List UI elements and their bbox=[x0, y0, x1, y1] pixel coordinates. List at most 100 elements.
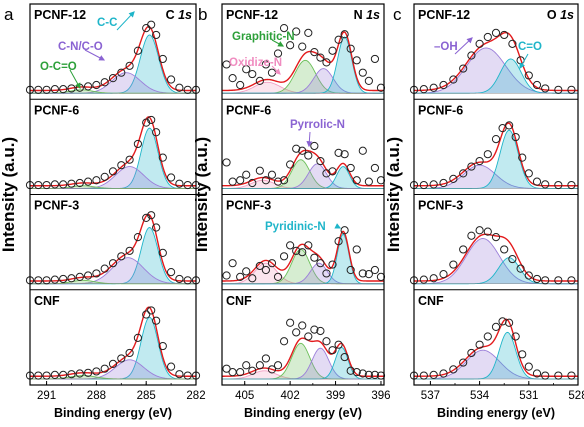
data-point-c-3-6 bbox=[467, 348, 476, 358]
envelope-c-1 bbox=[414, 122, 578, 187]
component-fill-b-0-0 bbox=[222, 82, 384, 94]
data-point-c-3-7 bbox=[475, 340, 484, 349]
component-fill-c-3-1 bbox=[414, 332, 578, 379]
panel-letter-c: c bbox=[393, 5, 402, 24]
panel-title-c: O 1s bbox=[547, 8, 574, 22]
data-point-b-0-10 bbox=[286, 41, 295, 50]
data-point-c-3-8 bbox=[483, 332, 492, 341]
data-point-b-3-21 bbox=[352, 368, 361, 377]
data-point-c-0-17 bbox=[567, 85, 576, 94]
data-point-b-2-19 bbox=[340, 226, 349, 235]
data-point-b-2-9 bbox=[279, 252, 289, 261]
data-point-b-0-7 bbox=[267, 68, 277, 77]
data-point-a-1-14 bbox=[142, 118, 151, 127]
data-point-a-0-19 bbox=[175, 83, 184, 92]
data-point-c-1-9 bbox=[491, 135, 501, 144]
data-point-b-1-4 bbox=[248, 178, 257, 188]
sample-a-PCNF-3: PCNF-3 bbox=[25, 199, 201, 291]
x-tick-label-b-0: 405 bbox=[235, 390, 254, 402]
x-axis-label-c: Binding energy (eV) bbox=[437, 406, 555, 420]
sample-label-b-0: PCNF-12 bbox=[226, 8, 278, 22]
data-point-c-3-9 bbox=[491, 322, 501, 331]
data-point-c-2-3 bbox=[439, 270, 448, 279]
annotation-c-0-0: –OH bbox=[434, 41, 458, 53]
data-point-b-2-10 bbox=[286, 241, 295, 250]
data-point-a-2-16 bbox=[152, 223, 161, 232]
data-point-c-2-4 bbox=[449, 260, 458, 269]
annotation-a-0-1: C-N/C-O bbox=[58, 41, 103, 53]
data-point-a-3-7 bbox=[84, 368, 93, 377]
data-point-a-2-11 bbox=[117, 252, 126, 261]
sample-label-c-0: PCNF-12 bbox=[418, 8, 470, 22]
data-point-a-2-4 bbox=[59, 274, 68, 284]
data-point-b-0-2 bbox=[236, 80, 245, 90]
sample-c-PCNF-6: PCNF-6 bbox=[409, 103, 578, 195]
sample-c-CNF: CNF bbox=[409, 294, 578, 380]
data-point-b-1-21 bbox=[352, 176, 361, 185]
data-point-b-2-17 bbox=[328, 260, 337, 269]
data-point-a-1-1 bbox=[34, 180, 43, 190]
data-point-b-0-20 bbox=[346, 44, 355, 53]
data-point-b-1-17 bbox=[328, 167, 337, 176]
data-point-b-2-16 bbox=[322, 269, 331, 278]
data-point-b-3-10 bbox=[286, 318, 295, 327]
component-fill-a-2-2 bbox=[30, 280, 196, 284]
annotation-arrow-b-2-0 bbox=[334, 223, 342, 229]
data-point-c-3-18 bbox=[567, 371, 576, 380]
data-point-b-0-15 bbox=[316, 53, 325, 62]
x-tick-label-b-3: 396 bbox=[371, 390, 390, 402]
data-point-a-0-18 bbox=[167, 75, 176, 84]
y-axis-label-c: Intensity (a.u.) bbox=[384, 137, 403, 252]
data-point-c-1-12 bbox=[511, 132, 520, 142]
data-point-a-0-17 bbox=[158, 54, 167, 64]
data-point-c-1-6 bbox=[467, 162, 476, 171]
data-point-b-0-0 bbox=[222, 60, 231, 69]
data-point-b-2-8 bbox=[273, 272, 283, 281]
data-point-b-3-3 bbox=[242, 361, 251, 370]
component-fill-a-3-0 bbox=[30, 317, 196, 379]
data-point-b-3-19 bbox=[340, 352, 349, 362]
data-point-a-3-11 bbox=[117, 354, 126, 363]
data-point-b-2-24 bbox=[370, 265, 380, 275]
data-point-c-2-11 bbox=[508, 254, 517, 264]
data-point-a-3-15 bbox=[147, 306, 156, 315]
data-point-b-0-19 bbox=[340, 30, 349, 39]
data-point-b-2-18 bbox=[334, 237, 343, 246]
component-fill-a-2-1 bbox=[30, 257, 196, 284]
data-point-b-2-3 bbox=[242, 267, 251, 276]
data-point-a-0-15 bbox=[147, 20, 156, 29]
sample-label-c-2: PCNF-3 bbox=[418, 199, 463, 213]
data-point-c-0-6 bbox=[467, 51, 476, 60]
data-point-c-3-17 bbox=[554, 371, 563, 380]
data-point-a-3-16 bbox=[152, 316, 161, 325]
data-point-c-0-8 bbox=[483, 32, 492, 42]
component-fill-b-2-1 bbox=[222, 249, 384, 284]
data-point-b-0-3 bbox=[242, 65, 251, 74]
data-point-b-1-24 bbox=[370, 163, 380, 173]
sample-b-PCNF-6: PCNF-6 Pyrrolic-N bbox=[221, 103, 386, 195]
panel-letter-b: b bbox=[198, 5, 207, 24]
data-point-a-2-15 bbox=[147, 211, 156, 220]
data-point-b-2-13 bbox=[304, 241, 313, 250]
data-point-c-3-12 bbox=[511, 332, 520, 341]
data-point-a-1-2 bbox=[42, 180, 51, 190]
sample-label-b-2: PCNF-3 bbox=[226, 199, 271, 213]
envelope-a-2 bbox=[30, 213, 197, 282]
panel-letter-a: a bbox=[4, 5, 14, 24]
data-point-b-1-18 bbox=[334, 148, 343, 157]
data-point-b-1-6 bbox=[261, 176, 271, 185]
data-point-a-2-13 bbox=[133, 233, 142, 242]
data-point-b-2-4 bbox=[248, 274, 257, 283]
annotation-arrow-a-0-0 bbox=[116, 11, 135, 31]
data-point-a-2-6 bbox=[75, 272, 84, 281]
data-point-b-3-13 bbox=[304, 332, 313, 341]
data-point-b-1-14 bbox=[310, 141, 319, 151]
data-point-b-0-16 bbox=[322, 58, 331, 67]
data-point-a-0-4 bbox=[59, 85, 68, 94]
data-point-c-0-15 bbox=[541, 84, 550, 93]
data-point-b-0-24 bbox=[370, 54, 380, 64]
data-point-c-2-5 bbox=[459, 245, 468, 254]
annotation-arrow-b-1-0 bbox=[306, 131, 313, 148]
data-point-a-2-3 bbox=[50, 275, 60, 284]
data-point-b-3-1 bbox=[228, 368, 237, 377]
